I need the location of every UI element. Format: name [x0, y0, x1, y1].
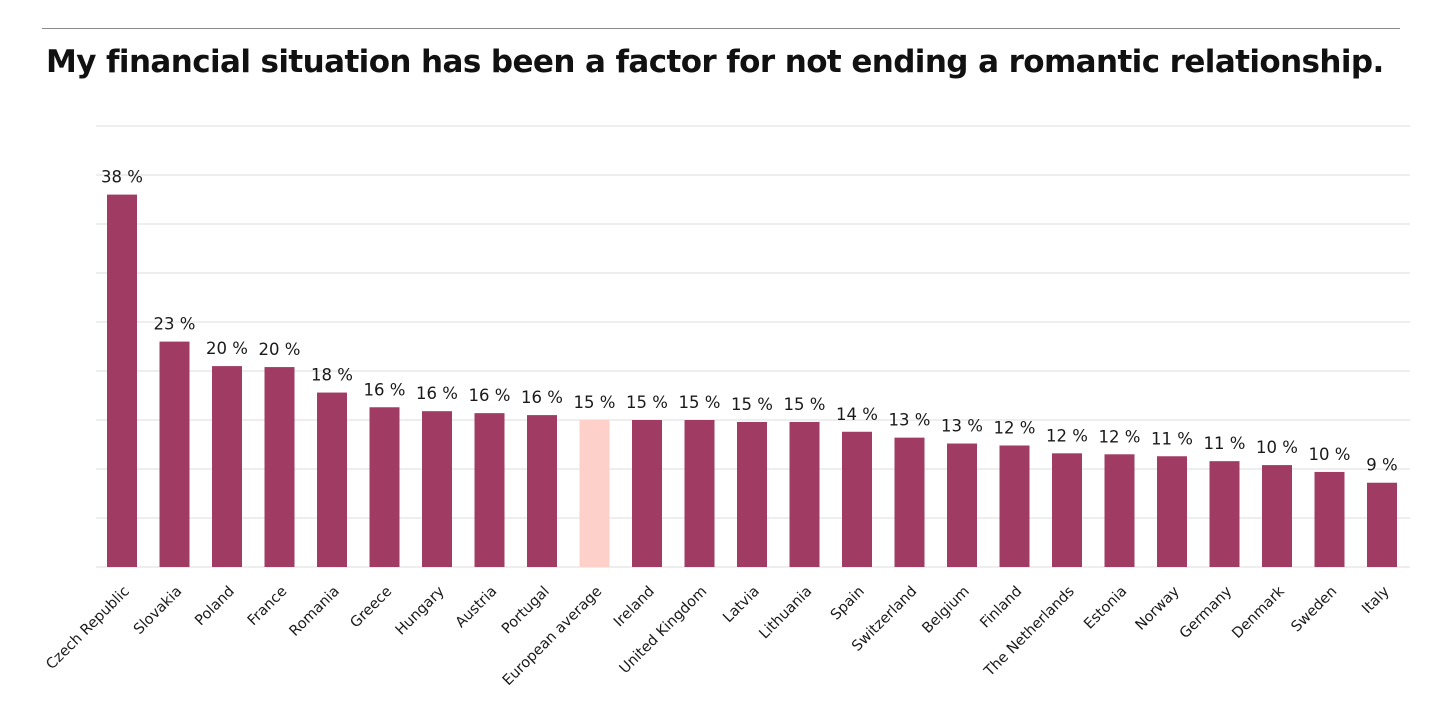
- data-label-germany: 11 %: [1204, 434, 1246, 453]
- bar-france: [264, 367, 295, 567]
- data-label-the-netherlands: 12 %: [1046, 426, 1088, 445]
- bar-norway: [1157, 456, 1187, 567]
- category-label-germany: Germany: [1177, 583, 1236, 642]
- bar-denmark: [1262, 465, 1292, 567]
- category-label-the-netherlands: The Netherlands: [981, 584, 1078, 681]
- bar-lithuania: [789, 421, 820, 567]
- bar-portugal: [527, 415, 557, 567]
- category-label-denmark: Denmark: [1229, 583, 1288, 642]
- data-label-lithuania: 15 %: [784, 395, 826, 414]
- category-label-finland: Finland: [977, 584, 1025, 632]
- data-label-estonia: 12 %: [1099, 427, 1141, 446]
- bar-latvia: [737, 421, 767, 567]
- bar-spain: [842, 431, 872, 567]
- category-label-romania: Romania: [287, 584, 343, 640]
- data-label-sweden: 10 %: [1309, 445, 1351, 464]
- bar-poland: [212, 366, 242, 567]
- data-label-romania: 18 %: [311, 366, 353, 385]
- data-label-italy: 9 %: [1366, 456, 1397, 475]
- category-label-ireland: Ireland: [611, 584, 658, 631]
- bar-czech-republic: [107, 194, 137, 567]
- bar-romania: [317, 392, 347, 567]
- data-labels: 38 % 23 % 20 % 20 % 18 % 16 % 16 % 16 % 16 % 15 %…: [101, 168, 1398, 475]
- bar-united-kingdom: [684, 420, 715, 567]
- category-label-spain: Spain: [828, 584, 868, 624]
- category-label-estonia: Estonia: [1081, 584, 1130, 633]
- bar-belgium: [947, 443, 977, 567]
- bar-slovakia: [159, 341, 190, 567]
- category-label-hungary: Hungary: [393, 583, 448, 638]
- category-label-italy: Italy: [1359, 583, 1393, 617]
- category-label-france: France: [245, 583, 290, 628]
- data-label-finland: 12 %: [994, 418, 1036, 437]
- category-label-lithuania: Lithuania: [757, 584, 816, 643]
- data-label-hungary: 16 %: [416, 384, 458, 403]
- data-label-portugal: 16 %: [521, 388, 563, 407]
- category-label-belgium: Belgium: [919, 584, 972, 637]
- bar-finland: [999, 445, 1030, 567]
- top-rule: [42, 28, 1400, 29]
- category-label-latvia: Latvia: [720, 584, 763, 627]
- category-label-portugal: Portugal: [499, 584, 553, 638]
- data-label-belgium: 13 %: [941, 417, 983, 436]
- bar-ireland: [632, 420, 662, 567]
- category-label-slovakia: Slovakia: [131, 584, 185, 638]
- category-label-united-kingdom: United Kingdom: [617, 584, 711, 678]
- data-label-austria: 16 %: [469, 386, 511, 405]
- category-label-norway: Norway: [1133, 583, 1184, 634]
- data-label-ireland: 15 %: [626, 393, 668, 412]
- category-label-european-average: European average: [500, 583, 605, 688]
- data-label-poland: 20 %: [206, 339, 248, 358]
- category-label-poland: Poland: [192, 584, 238, 630]
- chart-title: My financial situation has been a factor…: [46, 44, 1384, 80]
- bar-switzerland: [894, 437, 925, 567]
- bar-the-netherlands: [1052, 453, 1082, 567]
- data-label-czech-republic: 38 %: [101, 168, 143, 187]
- bar-european-average: [579, 420, 610, 567]
- bar-greece: [369, 407, 400, 567]
- gridlines: [96, 125, 1410, 568]
- data-label-united-kingdom: 15 %: [679, 393, 721, 412]
- data-label-greece: 16 %: [364, 380, 406, 399]
- data-label-norway: 11 %: [1151, 429, 1193, 448]
- bar-estonia: [1104, 454, 1135, 567]
- category-label-austria: Austria: [453, 584, 501, 632]
- bars: [107, 194, 1397, 567]
- data-label-european-average: 15 %: [574, 393, 616, 412]
- category-label-czech-republic: Czech Republic: [43, 583, 132, 672]
- data-label-france: 20 %: [259, 340, 301, 359]
- category-label-greece: Greece: [348, 583, 396, 631]
- bar-italy: [1367, 482, 1397, 567]
- category-label-sweden: Sweden: [1288, 584, 1340, 636]
- bar-hungary: [422, 411, 452, 567]
- data-label-spain: 14 %: [836, 405, 878, 424]
- bar-austria: [474, 413, 505, 567]
- data-label-switzerland: 13 %: [889, 411, 931, 430]
- data-label-denmark: 10 %: [1256, 438, 1298, 457]
- bar-sweden: [1314, 471, 1345, 567]
- data-label-latvia: 15 %: [731, 395, 773, 414]
- data-label-slovakia: 23 %: [154, 315, 196, 334]
- bar-germany: [1209, 461, 1240, 567]
